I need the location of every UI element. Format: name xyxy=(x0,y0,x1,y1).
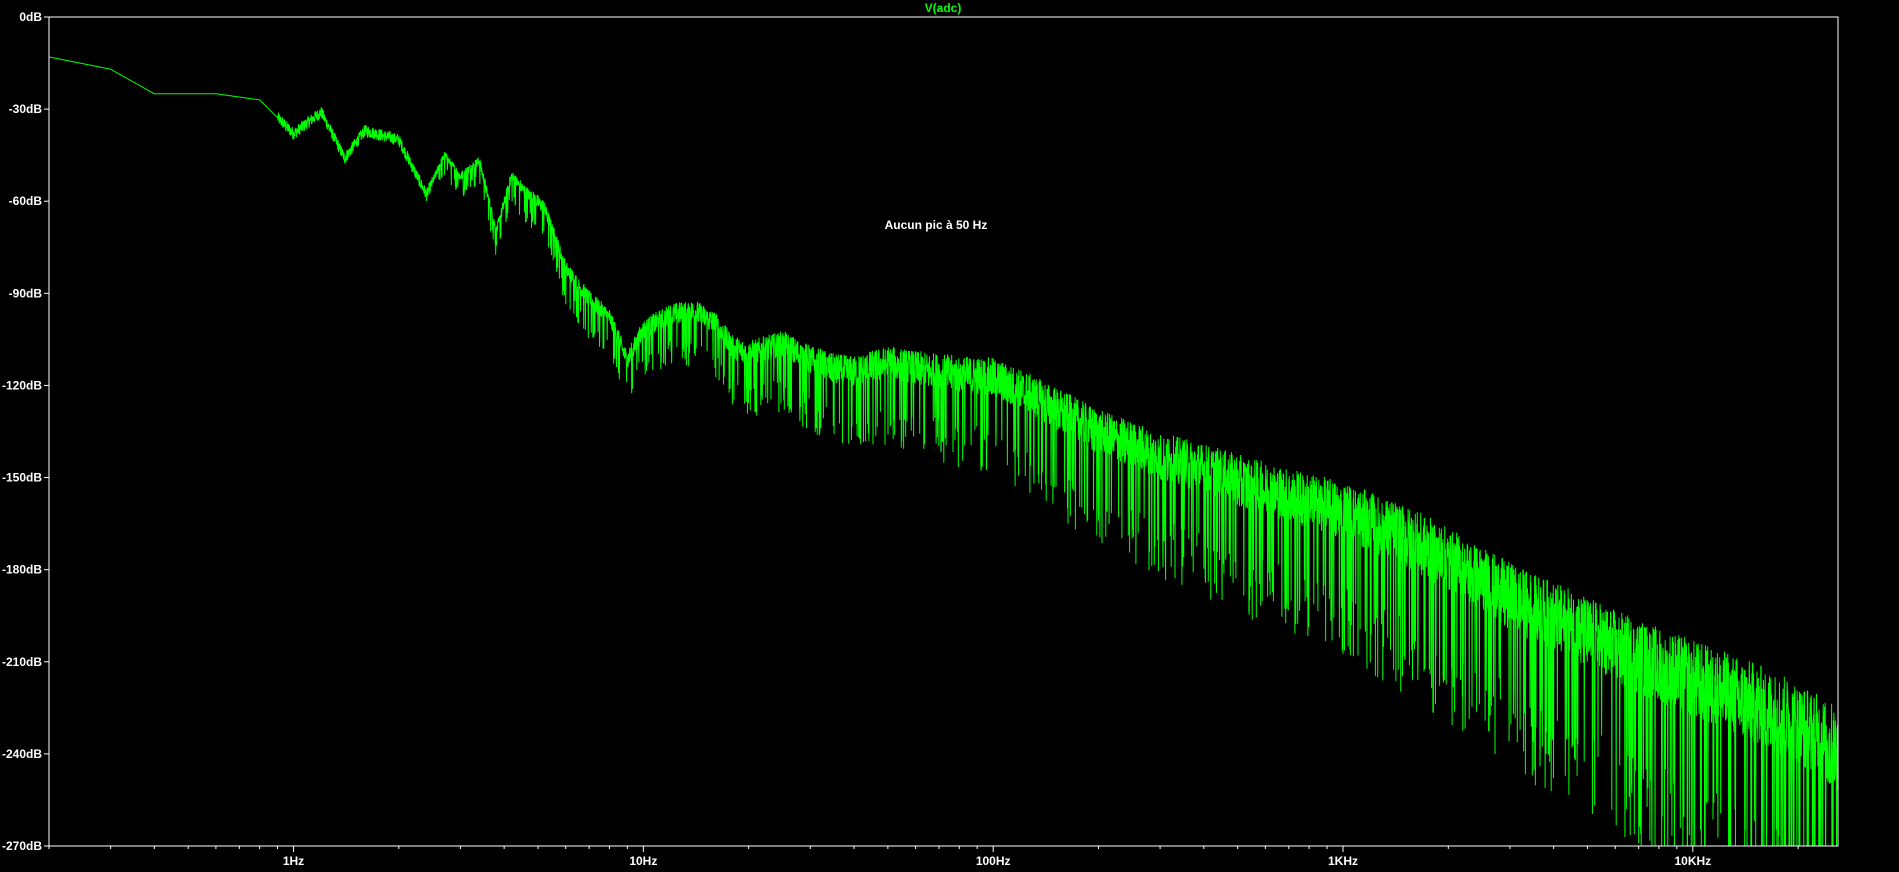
trace-label[interactable]: V(adc) xyxy=(925,1,962,15)
x-tick-label: 100Hz xyxy=(976,854,1011,868)
y-tick-label: -270dB xyxy=(2,839,42,853)
y-tick-label: -60dB xyxy=(9,194,43,208)
x-tick-label: 10Hz xyxy=(629,854,657,868)
y-tick-label: -240dB xyxy=(2,747,42,761)
trace-group xyxy=(48,56,1839,847)
y-tick-label: -30dB xyxy=(9,102,43,116)
y-tick-label: -120dB xyxy=(2,378,42,392)
y-tick-label: -180dB xyxy=(2,563,42,577)
x-tick-label: 1Hz xyxy=(283,854,304,868)
plot-frame xyxy=(48,16,1839,847)
x-axis-ticks: 1Hz 10Hz 100Hz 1KHz 10KHz xyxy=(48,846,1799,868)
series-line-v-adc xyxy=(48,56,1839,847)
y-axis-ticks: 0dB -30dB -60dB -90dB -120dB -150dB -180dB -210… xyxy=(2,10,49,853)
x-tick-label: 10KHz xyxy=(1674,854,1711,868)
annotation-text: Aucun pic à 50 Hz xyxy=(885,218,988,232)
y-tick-label: -90dB xyxy=(9,286,43,300)
y-tick-label: -150dB xyxy=(2,471,42,485)
y-tick-label: 0dB xyxy=(19,10,42,24)
y-tick-label: -210dB xyxy=(2,655,42,669)
x-tick-label: 1KHz xyxy=(1328,854,1358,868)
